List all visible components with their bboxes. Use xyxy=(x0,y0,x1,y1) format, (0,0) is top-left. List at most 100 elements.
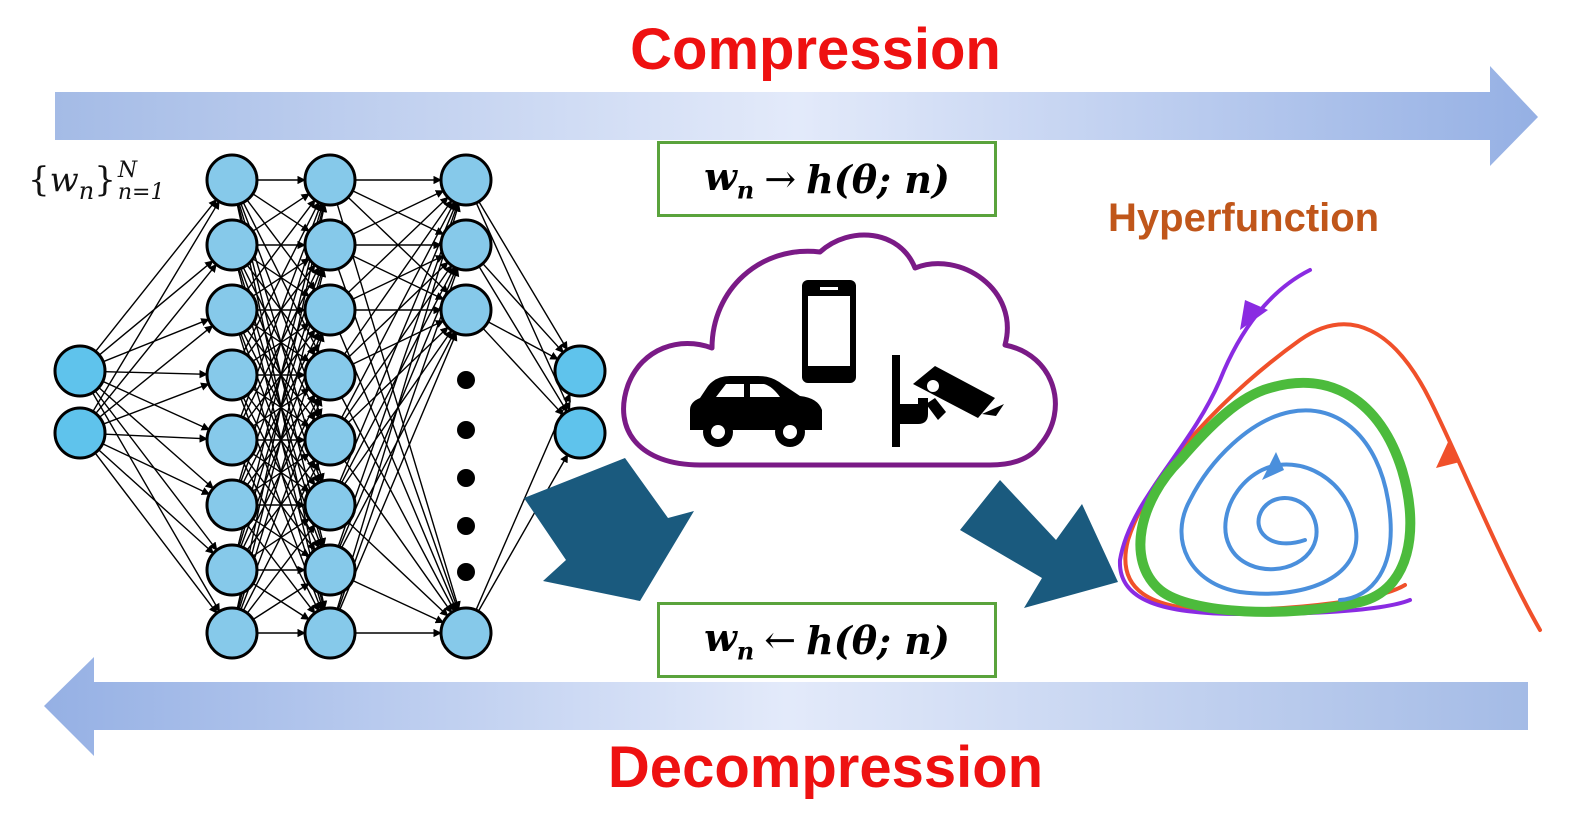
network-edge xyxy=(242,461,320,612)
formula-top-rhs: h(θ; n) xyxy=(806,156,950,202)
network-edge xyxy=(98,325,214,418)
network-edge xyxy=(482,327,564,416)
network-edge xyxy=(478,266,568,413)
network-node xyxy=(205,543,259,597)
network-node xyxy=(439,606,493,660)
network-node xyxy=(303,413,357,467)
network-edge xyxy=(246,524,316,614)
ellipsis-dot xyxy=(457,371,475,389)
network-edge xyxy=(102,318,210,363)
spiral-arrowhead-red xyxy=(1436,442,1460,468)
network-edge xyxy=(347,521,449,617)
car-icon xyxy=(690,376,822,447)
network-edge xyxy=(347,196,449,294)
set-close-brace: } xyxy=(94,160,116,200)
network-edge xyxy=(252,193,310,232)
network-node xyxy=(439,218,493,272)
spiral-arrowhead-purple xyxy=(1240,300,1268,330)
compression-band-arrow xyxy=(55,66,1538,166)
network-edge xyxy=(236,203,328,609)
network-node xyxy=(205,153,259,207)
network-edge xyxy=(337,202,460,547)
network-edge xyxy=(102,443,211,495)
formula-bottom-rhs: h(θ; n) xyxy=(806,617,950,663)
ellipsis-dot xyxy=(457,469,475,487)
network-edge xyxy=(343,460,453,614)
spiral-red-trajectory xyxy=(1123,322,1542,632)
network-edge xyxy=(94,452,218,614)
hyperfunction-label: Hyperfunction xyxy=(1108,196,1380,240)
network-edge xyxy=(352,190,445,235)
set-open-brace: { xyxy=(28,160,50,200)
network-node xyxy=(303,478,357,532)
network-edge xyxy=(339,202,458,483)
network-node xyxy=(439,153,493,207)
spiral-arrowhead-blue xyxy=(1262,452,1284,480)
spiral-blue-trajectory xyxy=(1179,408,1393,602)
network-edge xyxy=(104,369,208,379)
network-node xyxy=(205,413,259,467)
network-node xyxy=(553,406,607,460)
compression-title: Compression xyxy=(630,17,1001,82)
ellipsis-dot xyxy=(457,421,475,439)
network-edge xyxy=(477,453,569,612)
hyperfunction-spiral xyxy=(1117,268,1542,632)
decompression-title: Decompression xyxy=(607,735,1044,800)
neural-network xyxy=(53,153,607,660)
decompression-band-arrow xyxy=(44,657,1528,756)
network-edge xyxy=(98,260,214,356)
network-edge xyxy=(94,390,218,551)
network-node xyxy=(303,153,357,207)
network-node xyxy=(205,283,259,337)
set-subscript: n=1 xyxy=(117,180,165,205)
network-edge xyxy=(102,380,211,431)
network-node xyxy=(205,606,259,660)
network-edge xyxy=(104,433,208,443)
compression-formula-box: wn → h(θ; n) xyxy=(657,141,997,217)
network-node xyxy=(303,283,357,337)
set-symbol-subscript: n xyxy=(78,176,95,205)
network-edge xyxy=(252,582,310,621)
network-node xyxy=(303,543,357,597)
network-edge xyxy=(103,382,210,425)
network-edge xyxy=(482,263,564,354)
set-superscript: N xyxy=(117,158,138,183)
network-node xyxy=(303,606,357,660)
network-edge xyxy=(242,201,320,353)
network-edge xyxy=(95,263,217,414)
network-node xyxy=(303,348,357,402)
formula-bottom-w: w xyxy=(704,614,737,660)
network-node xyxy=(205,348,259,402)
left-down-arrow xyxy=(524,458,694,601)
network-edge xyxy=(487,321,559,360)
ellipsis-dot xyxy=(457,517,475,535)
network-edge xyxy=(352,579,445,624)
network-node xyxy=(205,478,259,532)
formula-top-arrow: → xyxy=(764,157,797,201)
network-edge xyxy=(340,201,456,419)
formula-bottom-sub: n xyxy=(736,636,755,666)
right-down-arrow xyxy=(960,480,1118,608)
network-edge xyxy=(98,387,214,490)
network-node xyxy=(53,344,107,398)
network-edge xyxy=(92,200,220,412)
network-edge xyxy=(95,198,217,352)
network-edge xyxy=(336,203,461,610)
network-edge xyxy=(337,267,460,610)
decompression-formula-box: wn ← h(θ; n) xyxy=(657,602,997,678)
formula-top-w: w xyxy=(704,153,737,199)
network-node xyxy=(205,218,259,272)
network-edge xyxy=(343,199,453,355)
ellipsis-dot xyxy=(457,563,475,581)
formula-bottom-arrow: ← xyxy=(764,618,797,662)
network-edge xyxy=(478,201,568,351)
network-node xyxy=(553,344,607,398)
network-node xyxy=(53,406,107,460)
network-node xyxy=(303,218,357,272)
security-camera-icon xyxy=(892,355,1004,447)
network-node xyxy=(439,283,493,337)
network-edge xyxy=(339,332,458,611)
network-edge xyxy=(246,199,316,291)
smartphone-icon xyxy=(802,280,856,383)
